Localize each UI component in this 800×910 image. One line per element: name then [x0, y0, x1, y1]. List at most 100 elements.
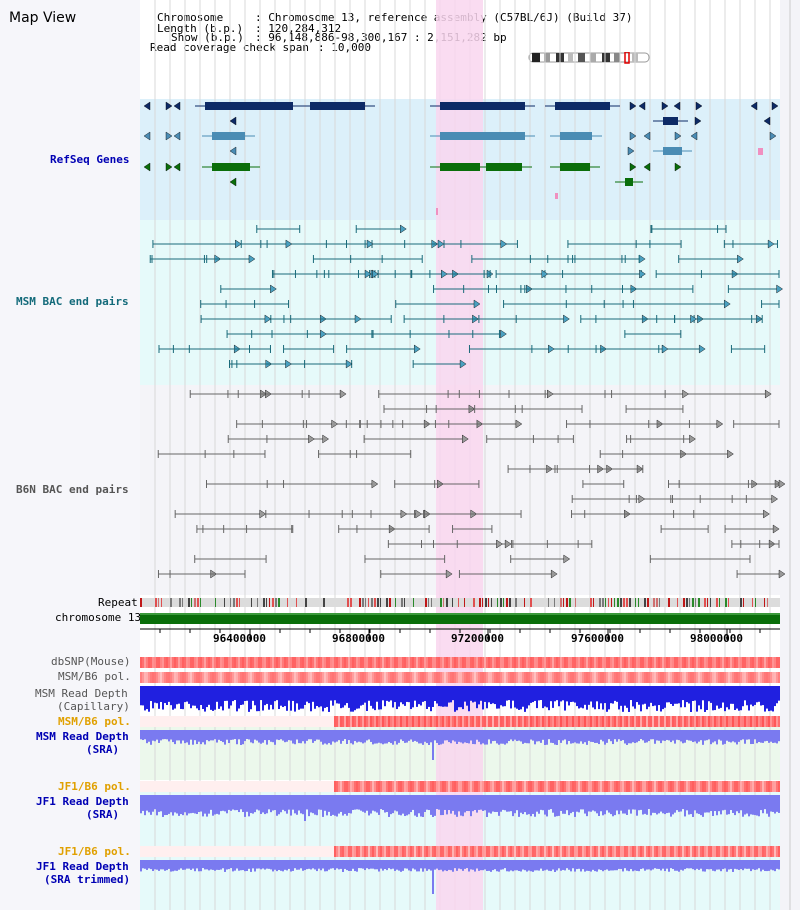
- track-label-repeat[interactable]: Repeat: [98, 596, 138, 609]
- heat-cell: [310, 781, 312, 792]
- heat-cell: [170, 781, 172, 792]
- heat-cell: [400, 672, 402, 683]
- depth-bar: [394, 686, 396, 703]
- depth-bar: [524, 686, 526, 712]
- heat-cell: [242, 846, 244, 857]
- depth-bar: [292, 730, 294, 744]
- heat-cell: [378, 846, 380, 857]
- repeat-element: [269, 598, 270, 607]
- heat-cell: [740, 672, 742, 683]
- repeat-element: [440, 598, 442, 607]
- heat-cell: [676, 846, 678, 857]
- bac-end-arrow: [639, 269, 646, 279]
- heat-cell: [258, 846, 260, 857]
- heat-cell: [162, 846, 164, 857]
- heat-cell: [576, 672, 578, 683]
- depth-bar: [288, 860, 290, 869]
- track-label-msm-b6-pol-1[interactable]: MSM/B6 pol.: [58, 670, 131, 683]
- depth-bar: [452, 686, 454, 701]
- track-label-msm-read-depth-capillary[interactable]: MSM Read Depth: [35, 687, 128, 700]
- heat-cell: [608, 657, 610, 668]
- depth-bar: [698, 795, 700, 814]
- depth-bar: [180, 730, 182, 744]
- heat-cell: [614, 716, 616, 727]
- repeat-element: [395, 598, 396, 607]
- depth-bar: [248, 860, 250, 869]
- heat-cell: [164, 846, 166, 857]
- depth-bar: [692, 686, 694, 701]
- heat-cell: [734, 781, 736, 792]
- heat-cell: [544, 672, 546, 683]
- heat-cell: [334, 657, 336, 668]
- depth-bar: [248, 730, 250, 740]
- track-label-msm-b6-pol-2[interactable]: MSM/B6 pol.: [58, 715, 131, 728]
- depth-bar: [758, 686, 760, 702]
- track-label-msm-read-depth-sra[interactable]: MSM Read Depth: [36, 730, 129, 743]
- track-label-jf1-b6-pol-2[interactable]: JF1/B6 pol.: [58, 845, 131, 858]
- track-label-b6n-bac[interactable]: B6N BAC end pairs: [16, 483, 129, 496]
- depth-bar: [610, 795, 612, 815]
- depth-bar: [762, 795, 764, 814]
- depth-bar: [720, 686, 722, 708]
- depth-bar: [664, 686, 666, 708]
- depth-bar: [578, 730, 580, 744]
- heat-cell: [338, 846, 340, 857]
- heat-cell: [194, 781, 196, 792]
- heat-cell: [386, 657, 388, 668]
- heat-cell: [760, 781, 762, 792]
- heat-cell: [204, 672, 206, 683]
- depth-bar: [192, 795, 194, 813]
- depth-bar: [696, 860, 698, 869]
- heat-cell: [360, 672, 362, 683]
- repeat-element: [251, 598, 252, 607]
- heat-cell: [542, 672, 544, 683]
- heat-cell: [224, 846, 226, 857]
- depth-bar: [294, 686, 296, 712]
- depth-bar: [320, 860, 322, 871]
- depth-bar: [730, 730, 732, 743]
- heat-cell: [642, 716, 644, 727]
- depth-bar: [774, 686, 776, 707]
- track-label-jf1-read-depth-trimmed[interactable]: JF1 Read Depth: [36, 860, 129, 873]
- heat-cell: [258, 657, 260, 668]
- depth-bar: [672, 686, 674, 706]
- depth-bar: [308, 860, 310, 869]
- chromosome-ideogram[interactable]: [528, 52, 652, 64]
- track-label-msm-bac[interactable]: MSM BAC end pairs: [16, 295, 129, 308]
- depth-bar: [278, 730, 280, 741]
- depth-bar: [766, 795, 768, 814]
- depth-bar: [380, 730, 382, 744]
- heat-cell: [484, 846, 486, 857]
- track-label-refseq[interactable]: RefSeq Genes: [50, 153, 130, 166]
- depth-bar: [214, 795, 216, 815]
- heat-cell: [472, 781, 474, 792]
- repeat-element: [161, 598, 162, 607]
- track-label-jf1-read-depth-sra[interactable]: JF1 Read Depth: [36, 795, 129, 808]
- heat-cell: [452, 657, 454, 668]
- depth-bar: [540, 860, 542, 869]
- heat-cell: [362, 846, 364, 857]
- depth-bar: [552, 686, 554, 708]
- heat-cell: [424, 672, 426, 683]
- heat-cell: [552, 672, 554, 683]
- heat-cell: [242, 657, 244, 668]
- heat-cell: [740, 781, 742, 792]
- depth-bar: [310, 795, 312, 813]
- heat-cell: [278, 846, 280, 857]
- depth-bar: [372, 860, 374, 869]
- heat-cell: [686, 657, 688, 668]
- depth-bar: [552, 860, 554, 870]
- heat-cell: [656, 672, 658, 683]
- heat-cell: [342, 781, 344, 792]
- repeat-element: [563, 598, 564, 607]
- heat-cell: [368, 716, 370, 727]
- heat-cell: [552, 657, 554, 668]
- depth-bar: [682, 860, 684, 871]
- track-label-jf1-b6-pol-1[interactable]: JF1/B6 pol.: [58, 780, 131, 793]
- track-label-dbsnp[interactable]: dbSNP(Mouse): [51, 655, 131, 668]
- heat-cell: [322, 716, 324, 727]
- heat-cell: [208, 846, 210, 857]
- heat-cell: [524, 657, 526, 668]
